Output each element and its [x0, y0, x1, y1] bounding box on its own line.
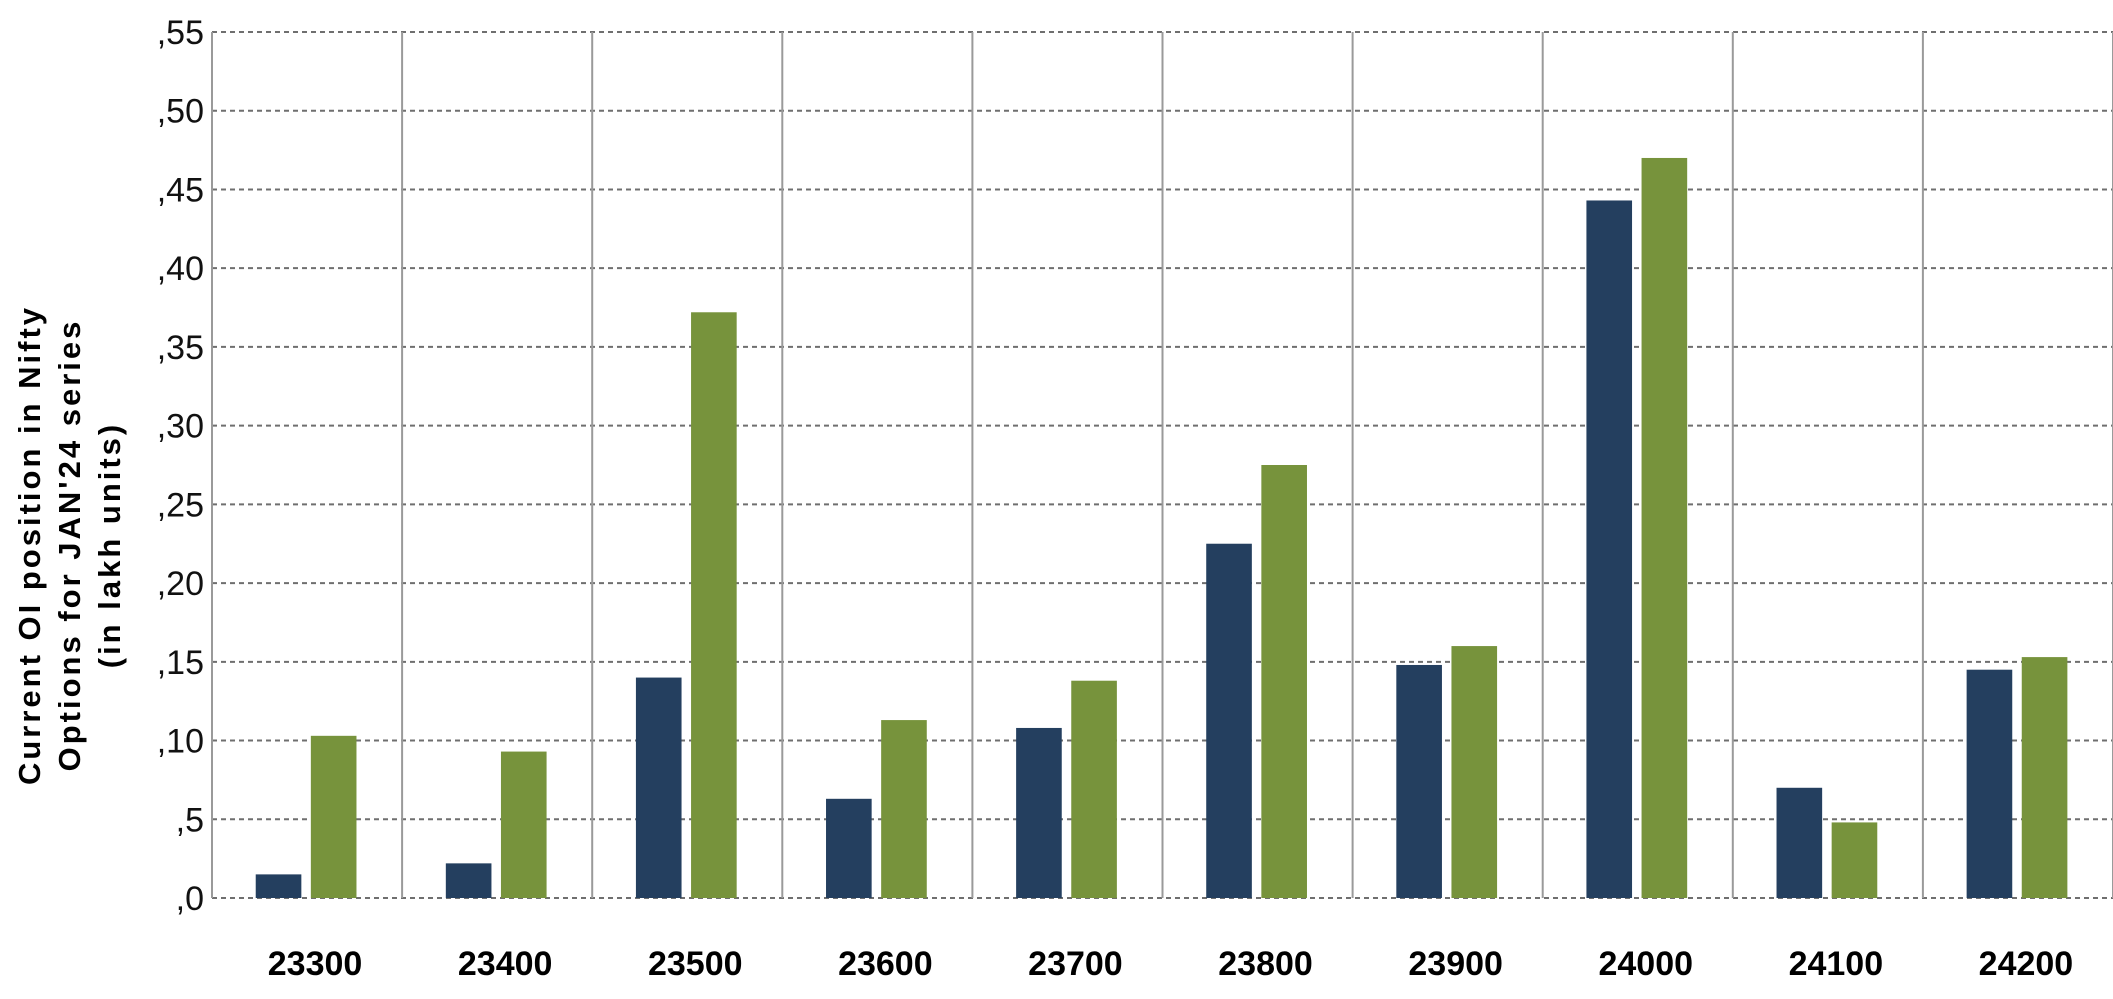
- bar-series-2-23300: [310, 735, 357, 898]
- y-tick-label: ,25: [157, 486, 204, 524]
- y-axis-label: Current OI position in Nifty Options for…: [12, 305, 127, 785]
- x-tick-labels: 23300 23400 23500 23600 23700 23800 23900 24000…: [268, 945, 2073, 983]
- x-tick-label: 23900: [1408, 945, 1503, 983]
- bar-series-1-23700: [1016, 727, 1062, 898]
- bar-series-2-24100: [1831, 822, 1878, 898]
- x-tick-label: 23500: [648, 945, 743, 983]
- bar-series-2-23500: [691, 312, 737, 898]
- y-tick-labels: ,0 ,5 ,10 ,15 ,20 ,25 ,30 ,35 ,40 ,45 ,50 ,55: [157, 14, 204, 918]
- bar-series-2-23900: [1451, 646, 1498, 898]
- y-tick-label: ,55: [157, 14, 204, 52]
- bar-series-1-24100: [1776, 787, 1823, 898]
- bar-series-2-23600: [881, 720, 927, 898]
- y-tick-label: ,0: [176, 880, 204, 918]
- bar-series-2-24200: [2021, 657, 2068, 898]
- bar-series-1-23900: [1396, 664, 1442, 898]
- bar-series-1-23800: [1206, 543, 1252, 898]
- y-tick-label: ,35: [157, 329, 204, 367]
- y-tick-label: ,15: [157, 644, 204, 682]
- x-tick-label: 24200: [1979, 945, 2074, 983]
- x-tick-label: 23800: [1218, 945, 1313, 983]
- x-tick-label: 23400: [458, 945, 553, 983]
- x-tick-label: 24100: [1789, 945, 1884, 983]
- x-tick-label: 23300: [268, 945, 363, 983]
- y-tick-label: ,30: [157, 408, 204, 446]
- bar-series-2-23800: [1261, 465, 1307, 898]
- bar-series-1-23600: [826, 798, 872, 898]
- bar-series-1-24000: [1586, 200, 1633, 898]
- bars: [255, 157, 2068, 899]
- y-axis-label-line-3: (in lakh units): [92, 422, 127, 669]
- y-axis-label-line-1: Current OI position in Nifty: [12, 305, 47, 785]
- y-tick-label: ,50: [157, 93, 204, 131]
- x-tick-label: 23700: [1028, 945, 1123, 983]
- y-tick-label: ,40: [157, 250, 204, 288]
- y-tick-label: ,5: [176, 801, 204, 839]
- bar-series-1-23500: [635, 677, 682, 898]
- x-tick-label: 24000: [1598, 945, 1693, 983]
- bar-series-2-24000: [1641, 157, 1688, 899]
- category-dividers: [211, 32, 2113, 898]
- y-tick-label: ,20: [157, 565, 204, 603]
- bar-series-1-23300: [255, 874, 302, 898]
- x-tick-label: 23600: [838, 945, 933, 983]
- y-tick-label: ,45: [157, 171, 204, 209]
- bar-series-1-23400: [445, 863, 492, 898]
- bar-series-1-24200: [1966, 669, 2013, 898]
- y-tick-label: ,10: [157, 723, 204, 761]
- bar-series-2-23400: [500, 751, 547, 898]
- y-axis-label-line-2: Options for JAN'24 series: [52, 319, 87, 772]
- bar-series-2-23700: [1071, 680, 1117, 898]
